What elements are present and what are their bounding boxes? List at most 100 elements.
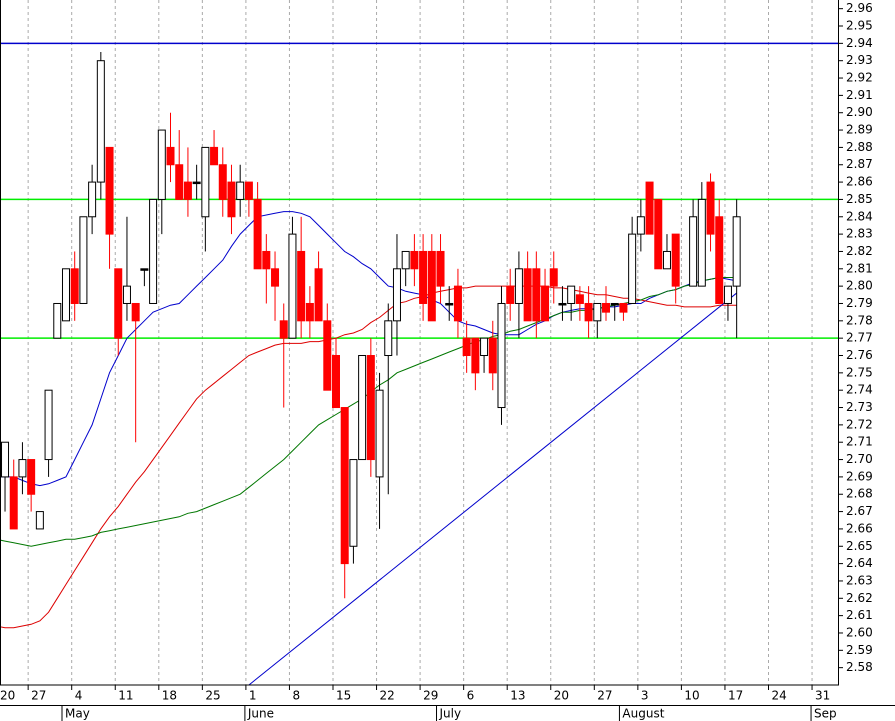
- candle-body: [488, 337, 497, 374]
- candle-body: [262, 250, 271, 270]
- candle-body: [697, 198, 706, 287]
- y-tick-label: 2.82: [846, 244, 873, 258]
- y-tick-label: 2.84: [846, 209, 873, 223]
- candle-body: [401, 250, 410, 270]
- y-tick-label: 2.90: [846, 105, 873, 119]
- candle-body: [27, 459, 36, 495]
- candle-body: [305, 302, 314, 322]
- candle-body: [227, 181, 236, 218]
- candle-body: [645, 181, 654, 235]
- candle-body: [18, 459, 27, 478]
- plot-area: [0, 0, 838, 685]
- y-tick-label: 2.87: [846, 157, 873, 171]
- month-label: May: [65, 707, 90, 721]
- x-tick-label: 3: [641, 689, 649, 703]
- candle-body: [462, 337, 471, 357]
- candle-body: [35, 511, 44, 530]
- x-tick-label: 4: [75, 689, 83, 703]
- month-label: June: [247, 707, 274, 721]
- candle-body: [201, 146, 210, 218]
- x-tick-label: 17: [728, 689, 743, 703]
- candle-body: [375, 389, 384, 478]
- candle-body: [671, 233, 680, 287]
- x-tick-label: 20: [554, 689, 569, 703]
- candle-body: [654, 198, 663, 270]
- candle-body: [332, 355, 340, 409]
- y-tick-label: 2.73: [846, 400, 873, 414]
- y-tick-label: 2.79: [846, 296, 873, 310]
- y-tick-label: 2.71: [846, 435, 873, 449]
- candle-body: [314, 268, 323, 322]
- candle-body: [575, 294, 584, 304]
- candle-body: [453, 285, 462, 322]
- candle-body: [541, 285, 550, 322]
- x-tick-label: 25: [205, 689, 220, 703]
- candle-body: [79, 216, 88, 304]
- candle-body: [689, 216, 698, 287]
- candle-body: [549, 268, 558, 287]
- y-tick-label: 2.64: [846, 556, 873, 570]
- y-tick-label: 2.92: [846, 71, 873, 85]
- x-tick-label: 13: [510, 689, 525, 703]
- candle-body: [149, 198, 158, 304]
- y-tick-label: 2.68: [846, 487, 873, 501]
- candle-body: [419, 250, 428, 304]
- y-tick-label: 2.96: [846, 1, 873, 15]
- candle-body: [105, 146, 114, 235]
- candle-body: [715, 216, 724, 304]
- y-tick-label: 2.81: [846, 261, 873, 275]
- candle-body: [410, 250, 419, 270]
- candle-body: [88, 181, 97, 218]
- y-tick-label: 2.85: [846, 192, 873, 206]
- x-tick-label: 8: [292, 689, 300, 703]
- x-tick-label: 18: [162, 689, 177, 703]
- trend-line: [248, 292, 737, 685]
- y-tick-label: 2.91: [846, 88, 873, 102]
- candle-body: [584, 302, 593, 322]
- candle-body: [610, 302, 619, 306]
- candle-body: [244, 181, 253, 200]
- moving-average-line: [0, 285, 737, 629]
- candle-body: [61, 268, 70, 322]
- candle-body: [140, 268, 149, 271]
- y-tick-label: 2.65: [846, 539, 873, 553]
- candle-body: [271, 268, 280, 287]
- x-tick-label: 6: [467, 689, 475, 703]
- y-tick-label: 2.66: [846, 521, 873, 535]
- x-tick-label: 20: [0, 689, 15, 703]
- candle-body: [532, 268, 541, 322]
- moving-average-line: [0, 211, 737, 487]
- y-tick-label: 2.94: [846, 36, 873, 50]
- y-tick-label: 2.62: [846, 591, 873, 605]
- month-label: Sep: [814, 707, 837, 721]
- candle-body: [288, 233, 297, 339]
- candle-body: [210, 146, 219, 166]
- x-tick-label: 15: [336, 689, 351, 703]
- candle-body: [114, 268, 123, 339]
- candle-body: [349, 459, 358, 547]
- y-tick-label: 2.93: [846, 53, 873, 67]
- candle-body: [157, 129, 166, 200]
- candle-body: [253, 198, 262, 270]
- x-tick-label: 22: [380, 689, 395, 703]
- candle-body: [636, 216, 645, 235]
- candle-body: [506, 285, 515, 304]
- candle-body: [497, 302, 506, 409]
- candle-body: [480, 337, 489, 357]
- candle-body: [218, 164, 227, 200]
- x-tick-label: 10: [684, 689, 699, 703]
- plot-frame: [0, 0, 839, 686]
- y-tick-label: 2.69: [846, 469, 873, 483]
- candle-body: [445, 302, 454, 306]
- candle-body: [628, 233, 637, 304]
- y-tick-label: 2.76: [846, 348, 873, 362]
- candle-body: [53, 302, 62, 339]
- x-tick-label: 24: [772, 689, 787, 703]
- candle-body: [366, 355, 375, 461]
- candle-body: [131, 302, 140, 322]
- x-tick-label: 27: [31, 689, 46, 703]
- y-tick-label: 2.78: [846, 313, 873, 327]
- candle-body: [732, 216, 741, 287]
- candle-body: [183, 181, 192, 200]
